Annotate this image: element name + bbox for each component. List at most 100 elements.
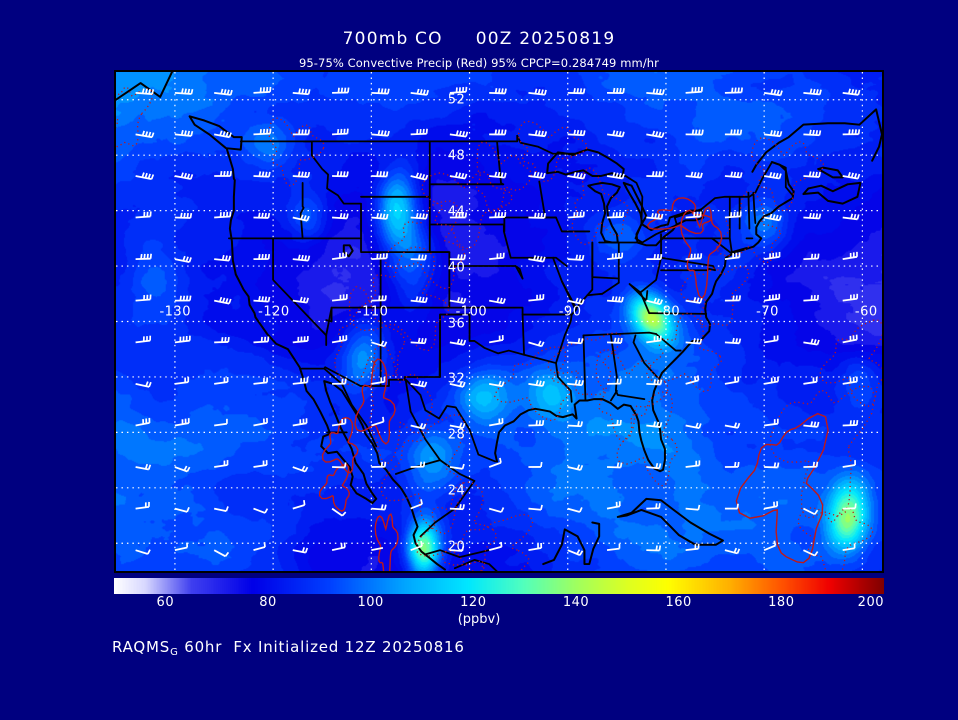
wind-barb-flag (380, 504, 384, 510)
wind-barb-flag (698, 129, 701, 135)
wind-barb (724, 380, 739, 385)
wind-barb-flag (304, 547, 309, 553)
wind-barb-flag (228, 298, 232, 304)
border-segment-29 (632, 334, 658, 378)
wind-barb (567, 507, 581, 513)
wind-barb-flag (417, 337, 421, 343)
wind-barb-flag (852, 420, 856, 426)
wind-barb (292, 504, 305, 510)
wind-barb-flag (769, 171, 773, 178)
wind-barb-flag (582, 173, 586, 179)
wind-barb-flag (577, 421, 580, 427)
wind-barb (763, 256, 780, 260)
wind-barb-flag (424, 254, 427, 260)
border-segment-45 (509, 256, 568, 267)
colorbar-tick-180: 180 (768, 595, 795, 610)
border-segment-28 (610, 389, 618, 402)
wind-barb-flag (540, 341, 545, 347)
wind-barb-flag (494, 171, 498, 177)
wind-barb-flag (179, 295, 182, 301)
wind-barb-flag (651, 171, 655, 177)
wind-barb-flag (424, 174, 429, 180)
wind-barb-flag (383, 461, 387, 467)
wind-barb-flag (690, 171, 694, 177)
wind-barb (488, 383, 503, 388)
wind-barb-flag (621, 173, 625, 179)
wind-barb (763, 505, 778, 510)
wind-barb-flag (189, 213, 193, 219)
border-segment-23 (523, 353, 573, 403)
border-segment-38 (747, 191, 751, 230)
wind-barb-flag (540, 212, 543, 218)
wind-barb-flag (144, 172, 148, 179)
wind-barb-flag (383, 130, 387, 136)
wind-barb-flag (190, 174, 194, 180)
wind-barb-flag (307, 171, 311, 178)
wind-barb-flag (769, 213, 773, 219)
border-segment-26 (582, 331, 657, 337)
wind-barb-flag (189, 295, 192, 301)
wind-barb-flag (497, 171, 501, 178)
wind-barb-flag (701, 129, 704, 135)
wind-barb-flag (457, 254, 460, 260)
wind-barb-flag (618, 173, 622, 179)
wind-barb-flag (775, 214, 779, 221)
wind-barb-flag (501, 381, 505, 387)
wind-barb-flag (699, 338, 703, 344)
wind-barb-flag (151, 132, 155, 138)
wind-barb-flag (619, 462, 623, 468)
wind-barb-flag (536, 172, 540, 178)
wind-barb-flag (147, 173, 151, 179)
wind-barb-flag (301, 547, 306, 553)
wind-barb-flag (141, 130, 145, 136)
wind-barb-flag (497, 129, 501, 135)
wind-barb-flag (537, 88, 541, 95)
wind-barb-flag (816, 339, 820, 345)
wind-barb-flag (538, 380, 542, 386)
wind-barb-flag (494, 212, 497, 218)
wind-barb-flag (854, 89, 858, 95)
wind-barb-flag (384, 295, 387, 301)
wind-barb-flag (579, 550, 584, 556)
colorbar-tick-60: 60 (156, 595, 175, 610)
wind-barb-flag (812, 88, 816, 95)
wind-barb-flag (461, 463, 465, 470)
border-segment-14 (496, 140, 504, 186)
wind-barb (567, 341, 582, 345)
wind-barb-flag (615, 130, 619, 136)
wind-barb-flag (227, 336, 230, 343)
wind-barb (371, 380, 385, 385)
wind-barb-flag (778, 173, 782, 179)
wind-barb-flag (458, 130, 462, 136)
wind-barb-flag (337, 87, 340, 93)
wind-barb-flag (299, 296, 303, 302)
precip-contour-95pct-24 (735, 412, 829, 564)
wind-barb-flag (655, 545, 658, 551)
wind-barb-flag (615, 172, 619, 178)
wind-barb-flag (341, 511, 347, 517)
wind-barb-flag (147, 464, 152, 470)
wind-barb-flag (621, 296, 624, 302)
wind-barb-flag (574, 379, 578, 385)
wind-barb (646, 339, 661, 344)
precip-contour-75pct-19 (819, 319, 882, 407)
wind-barb-flag (297, 171, 301, 177)
precip-contour-75pct-22 (571, 166, 629, 246)
border-segment-17 (448, 306, 578, 316)
wind-barb-flag (267, 212, 271, 219)
border-segment-57 (419, 480, 476, 538)
wind-barb-flag (739, 129, 743, 135)
wind-barb-flag (258, 254, 261, 260)
border-segment-4 (300, 366, 497, 463)
wind-barb-flag (220, 170, 223, 177)
wind-barb-flag (652, 88, 656, 94)
wind-barb-flag (853, 173, 858, 179)
wind-barb-flag (658, 545, 662, 551)
wind-barb (449, 341, 464, 346)
wind-barb-flag (261, 212, 264, 218)
wind-barb-flag (225, 298, 229, 304)
wind-barb (135, 215, 151, 219)
wind-barb-flag (221, 254, 225, 261)
wind-barb-flag (464, 173, 468, 179)
wind-barb-flag (577, 379, 581, 386)
